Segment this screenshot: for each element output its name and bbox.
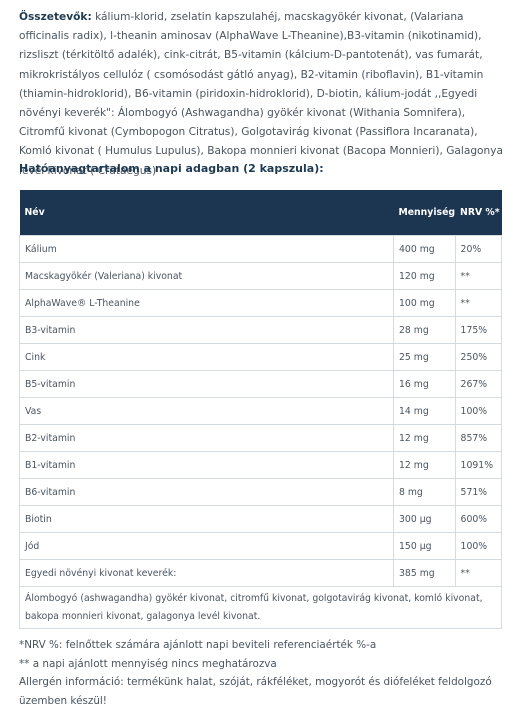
table-row: Jód 150 µg 100% <box>19 532 503 560</box>
cell: 100 mg <box>393 289 456 317</box>
ingredients-label: Összetevők: <box>19 11 92 23</box>
cell: 20% <box>454 235 503 263</box>
table-row: Vas 14 mg 100% <box>19 397 503 425</box>
table-row: Cink 25 mg 250% <box>19 343 503 371</box>
cell: 12 mg <box>393 451 456 479</box>
cell: AlphaWave® L-Theanine <box>19 289 394 317</box>
header-cell: Mennyiség <box>393 190 456 236</box>
cell: 14 mg <box>393 397 456 425</box>
table-row: B6-vitamin 8 mg 571% <box>19 478 503 506</box>
cell: 28 mg <box>393 316 456 344</box>
footnote: ** a napi ajánlott mennyiség nincs megha… <box>19 657 277 670</box>
table-row: Kálium 400 mg 20% <box>19 235 503 263</box>
cell: 267% <box>454 370 503 398</box>
ingredients: Összetevők: kálium-klorid, zselatin kaps… <box>19 8 509 181</box>
cell: Vas <box>19 397 394 425</box>
header-row: Név Mennyiség NRV %* <box>19 190 502 236</box>
cell: 120 mg <box>393 262 456 290</box>
cell: B2-vitamin <box>19 424 394 452</box>
cell: ** <box>454 559 503 587</box>
cell: Kálium <box>19 235 394 263</box>
cell: 12 mg <box>393 424 456 452</box>
note-cell: Álombogyó (ashwagandha) gyökér kivonat, … <box>19 586 502 629</box>
cell: Jód <box>19 532 394 560</box>
cell: B3-vitamin <box>19 316 394 344</box>
footnote: Allergén információ: termékünk halat, sz… <box>19 676 492 707</box>
cell: B1-vitamin <box>19 451 394 479</box>
cell: Egyedi növényi kivonat keverék: <box>19 559 394 587</box>
cell: 250% <box>454 343 503 371</box>
table-row: AlphaWave® L-Theanine 100 mg ** <box>19 289 503 317</box>
cell: 1091% <box>454 451 503 479</box>
cell: 300 µg <box>393 505 456 533</box>
footnotes: *NRV %: felnőttek számára ajánlott napi … <box>19 636 509 710</box>
cell: 571% <box>454 478 503 506</box>
table-row: B5-vitamin 16 mg 267% <box>19 370 503 398</box>
table-row: Macskagyökér (Valeriana) kivonat 120 mg ** <box>19 262 503 290</box>
cell: 16 mg <box>393 370 456 398</box>
table-row: B1-vitamin 12 mg 1091% <box>19 451 503 479</box>
cell: 150 µg <box>393 532 456 560</box>
nutrition-table: Név Mennyiség NRV %* Kálium 400 mg 20% Macska… <box>19 190 503 629</box>
cell: B5-vitamin <box>19 370 394 398</box>
cell: Macskagyökér (Valeriana) kivonat <box>19 262 394 290</box>
table-row: Egyedi növényi kivonat keverék: 385 mg ** <box>19 559 503 587</box>
heading: Hatóanyagtartalom a napi adagban (2 kaps… <box>19 162 324 175</box>
footnote: *NRV %: felnőttek számára ajánlott napi … <box>19 639 377 651</box>
cell: 385 mg <box>393 559 456 587</box>
cell: B6-vitamin <box>19 478 394 506</box>
cell: 100% <box>454 532 503 560</box>
header-cell: Név <box>19 190 394 236</box>
cell: 8 mg <box>393 478 456 506</box>
table-row: B2-vitamin 12 mg 857% <box>19 424 503 452</box>
cell: 100% <box>454 397 503 425</box>
cell: 600% <box>454 505 503 533</box>
cell: Cink <box>19 343 394 371</box>
cell: Biotin <box>19 505 394 533</box>
cell: ** <box>454 289 503 317</box>
table-row: B3-vitamin 28 mg 175% <box>19 316 503 344</box>
cell: 175% <box>454 316 503 344</box>
table-row: Biotin 300 µg 600% <box>19 505 503 533</box>
cell: 857% <box>454 424 503 452</box>
header-cell: NRV %* <box>455 190 502 236</box>
cell: 25 mg <box>393 343 456 371</box>
cell: ** <box>454 262 503 290</box>
note-row: Álombogyó (ashwagandha) gyökér kivonat, … <box>19 586 502 629</box>
cell: 400 mg <box>393 235 456 263</box>
ingredients-text: kálium-klorid, zselatin kapszulahéj, mac… <box>19 11 504 177</box>
